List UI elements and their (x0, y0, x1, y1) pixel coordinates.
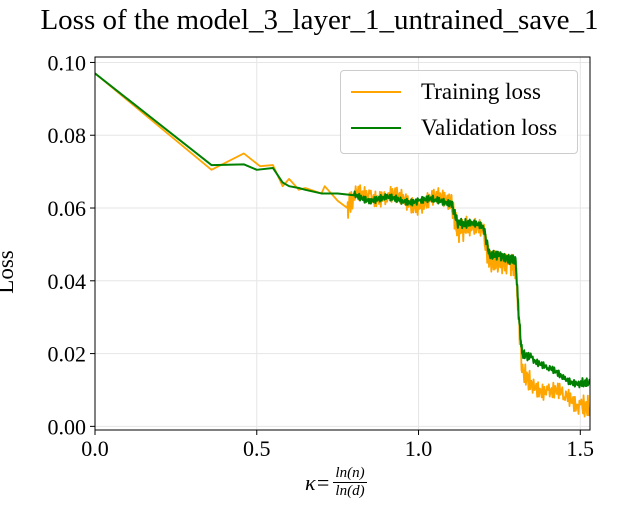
y-tick-label: 0.00 (48, 414, 87, 439)
axes-frame (94, 56, 591, 431)
chart-title: Loss of the model_3_layer_1_untrained_sa… (40, 4, 599, 36)
y-tick-label: 0.02 (48, 342, 87, 367)
x-tick-label: 1.0 (405, 436, 433, 461)
y-tick-label: 0.08 (48, 123, 87, 148)
legend-swatch-validation (351, 127, 401, 129)
series-lines (95, 72, 590, 418)
x-axis-label: κ= ln(n) ln(d) (305, 465, 367, 500)
legend-item-validation: Validation loss (351, 113, 557, 143)
validation-loss-line (95, 72, 590, 389)
y-tick-label: 0.10 (48, 50, 87, 75)
training-loss-line (95, 72, 590, 418)
legend-label-training: Training loss (421, 79, 541, 104)
x-axis-label-denominator: ln(d) (335, 483, 365, 499)
legend: Training loss Validation loss (340, 70, 578, 154)
x-tick-label: 0.0 (81, 436, 109, 461)
legend-swatch-training (351, 91, 401, 93)
y-tick-label: 0.04 (48, 269, 87, 294)
legend-item-training: Training loss (351, 77, 541, 107)
legend-label-validation: Validation loss (421, 115, 558, 140)
y-tick-label: 0.06 (48, 196, 87, 221)
x-tick-label: 1.5 (567, 436, 595, 461)
x-axis-label-fraction: ln(n) ln(d) (333, 465, 367, 500)
x-axis-label-numerator: ln(n) (333, 465, 367, 483)
x-axis-label-symbol: κ= (305, 469, 331, 495)
ticks: 0.0 0.5 1.0 1.5 0.00 0.02 0.04 0.06 0.08 0.10 (48, 50, 595, 461)
x-tick-label: 0.5 (243, 436, 271, 461)
